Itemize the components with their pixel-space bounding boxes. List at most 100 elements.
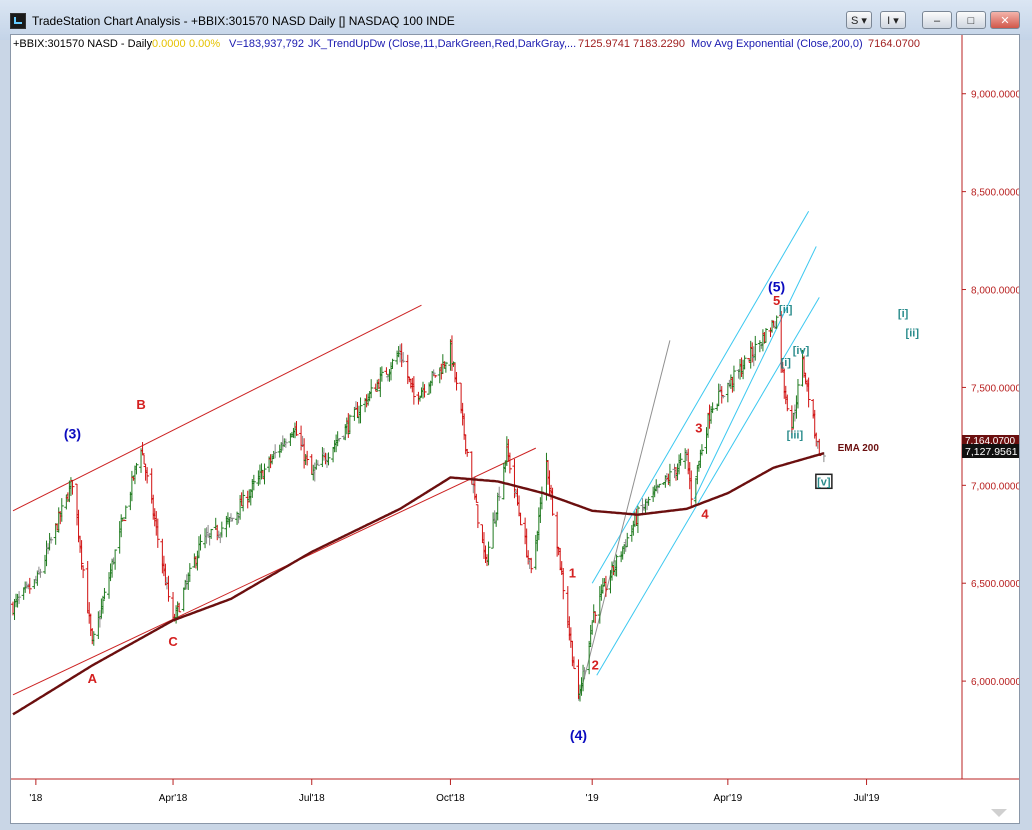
last-price-tag-text: 7,127.9561 [965, 446, 1018, 458]
wave-annotations: (3)BAC(4)1234(5)5[ii][i][iv][iii][v][i][… [64, 278, 919, 742]
wave-label: 1 [569, 565, 576, 580]
trendline-red [12, 304, 422, 512]
minimize-button[interactable]: – [922, 11, 952, 29]
time-tick-label: Apr'19 [714, 793, 743, 804]
wave-label: (5) [768, 278, 785, 294]
window-title: TradeStation Chart Analysis - +BBIX:3015… [32, 14, 455, 28]
ohlc-bar [507, 452, 512, 474]
ohlc-bar [79, 540, 84, 570]
wave-label: (4) [570, 727, 587, 743]
ohlc-bar [373, 383, 378, 392]
wave-label: 5 [773, 293, 780, 308]
window-titlebar: TradeStation Chart Analysis - +BBIX:3015… [0, 0, 1032, 40]
maximize-button[interactable]: □ [956, 11, 986, 29]
wave-label: 4 [701, 507, 709, 522]
ohlc-bar [610, 561, 615, 581]
ohlc-bar [337, 438, 342, 442]
style-button[interactable]: S ▾ [846, 11, 872, 29]
ohlc-bar [731, 365, 736, 392]
ohlc-bar [657, 483, 662, 488]
ohlc-bar [358, 397, 363, 424]
ohlc-bar [593, 611, 598, 624]
ohlc-bar [742, 355, 747, 370]
ohlc-bar [753, 335, 758, 361]
insert-button[interactable]: I ▾ [880, 11, 906, 29]
ohlc-bar [614, 554, 619, 577]
ohlc-bar [635, 505, 640, 534]
ohlc-bar [305, 450, 310, 466]
trendline-cyan [591, 210, 810, 584]
ohlc-bar [326, 452, 331, 466]
ohlc-bar [230, 517, 235, 522]
ohlc-bar [145, 467, 150, 484]
status-indicator: JK_TrendUpDw (Close,11,DarkGreen,Red,Dar… [308, 38, 576, 50]
ohlc-bar [443, 361, 448, 373]
ohlc-bar [123, 505, 128, 520]
ohlc-bar [102, 587, 107, 600]
wave-label: 2 [592, 657, 599, 672]
status-ind-val1: 7125.9741 [578, 38, 630, 50]
time-tick-label: '19 [586, 793, 599, 804]
wave-label: [v] [817, 476, 831, 488]
ohlc-bar [70, 479, 75, 495]
time-axis: '18 Apr'18 Jul'18 Oct'18 '19 Apr'19 Jul'19 [29, 779, 880, 804]
ohlc-bar [411, 376, 416, 405]
status-ma-value: 7164.0700 [868, 38, 920, 50]
trendline-cyan [596, 297, 820, 676]
ohlc-bar [518, 513, 523, 526]
ohlc-bar [97, 610, 102, 628]
ohlc-bar [603, 575, 608, 597]
wave-label: A [88, 671, 98, 686]
price-chart[interactable]: +BBIX:301570 NASD - Daily 0.0000 0.00% V… [11, 35, 1019, 823]
wave-label: [i] [898, 308, 909, 320]
status-ind-val2: 7183.2290 [633, 38, 685, 50]
ohlc-bar [347, 414, 352, 435]
ohlc-bar [166, 575, 171, 602]
trendlines [12, 210, 820, 701]
close-button[interactable]: ✕ [990, 11, 1020, 29]
ohlc-bar [384, 367, 389, 375]
time-tick-label: Jul'19 [854, 793, 880, 804]
chart-panel[interactable]: +BBIX:301570 NASD - Daily 0.0000 0.00% V… [10, 34, 1020, 824]
ohlc-bar [678, 453, 683, 466]
ohlc-bar [454, 371, 459, 391]
wave-label: EMA 200 [838, 443, 880, 454]
ohlc-bar [315, 460, 320, 466]
ohlc-bar [571, 656, 576, 670]
status-ma-label: Mov Avg Exponential (Close,200,0) [691, 38, 863, 50]
status-volume: V=183,937,792 [229, 38, 304, 50]
ohlc-bar [433, 374, 438, 378]
ohlc-bar [38, 568, 43, 578]
price-tick-label: 6,000.0000 [971, 677, 1019, 688]
ohlc-bar [390, 358, 395, 369]
price-tick-label: 9,000.0000 [971, 90, 1019, 101]
ohlc-bar [719, 386, 724, 404]
status-line: +BBIX:301570 NASD - Daily 0.0000 0.00% V… [13, 38, 920, 50]
ohlc-bar [625, 532, 630, 548]
ohlc-bar [757, 340, 762, 353]
ohlc-bar [795, 379, 800, 409]
ohlc-bar [100, 595, 105, 614]
wave-label: [ii] [906, 328, 920, 340]
wave-label-box [815, 473, 833, 490]
wave-label: [ii] [779, 304, 793, 316]
trendline-cyan [693, 246, 817, 500]
ohlc-bar [59, 498, 64, 522]
wave-label: (3) [64, 425, 81, 441]
ohlc-bar [27, 577, 32, 594]
ohlc-bar [591, 604, 596, 623]
ohlc-bar [17, 591, 22, 604]
ohlc-bar [465, 448, 470, 457]
ohlc-bar [667, 463, 672, 487]
scroll-arrow-icon[interactable] [991, 809, 1007, 817]
ema-200-path [12, 452, 825, 716]
ohlc-bar [49, 536, 54, 544]
ohlc-bar [486, 541, 491, 566]
price-tick-label: 6,500.0000 [971, 579, 1019, 590]
time-tick-label: '18 [29, 793, 42, 804]
ohlc-bar [81, 565, 86, 579]
ohlc-bar [689, 470, 694, 507]
ohlc-bar [273, 444, 278, 459]
wave-label: [i] [781, 357, 792, 369]
ohlc-bar [710, 402, 715, 414]
